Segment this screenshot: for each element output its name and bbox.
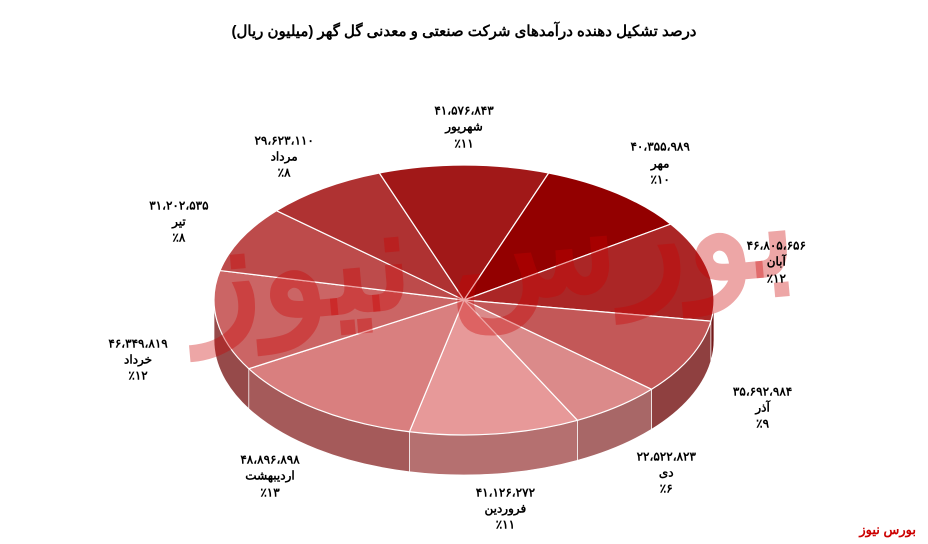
slice-label: ۴۶،۳۴۹،۸۱۹ خرداد ٪۱۲ [108,336,167,385]
pie-chart: بورس نیوز ۴۱،۱۲۶،۲۷۲فروردین٪۱۱۴۸،۸۹۶،۸۹۸… [0,60,928,500]
chart-title: درصد تشکیل دهنده درآمدهای شرکت صنعتی و م… [0,22,928,40]
slice-value: ۲۹،۶۲۳،۱۱۰ [254,134,313,148]
slice-value: ۴۶،۳۴۹،۸۱۹ [108,337,167,351]
slice-label: ۴۱،۵۷۶،۸۴۳ شهریور ٪۱۱ [434,103,493,152]
slice-month: فروردین [484,502,526,516]
slice-label: ۴۶،۸۰۵،۶۵۶ آبان ٪۱۲ [747,238,806,287]
slice-label: ۴۱،۱۲۶،۲۷۲ فروردین ٪۱۱ [476,485,535,534]
slice-value: ۴۶،۸۰۵،۶۵۶ [747,239,806,253]
slice-month: شهریور [445,120,483,134]
slice-pct: ٪۸ [278,166,291,180]
slice-value: ۳۱،۲۰۲،۵۳۵ [149,198,208,212]
slice-pct: ٪۱۲ [128,369,147,383]
slice-label: ۴۸،۸۹۶،۸۹۸ اردیبهشت ٪۱۳ [240,452,299,501]
slice-pct: ٪۸ [172,231,185,245]
slice-value: ۲۲،۵۲۲،۸۲۳ [637,450,696,464]
slice-month: خرداد [124,353,152,367]
slice-pct: ٪۱۱ [454,136,473,150]
slice-pct: ٪۶ [660,482,673,496]
slice-pct: ٪۱۳ [260,485,279,499]
slice-label: ۳۵،۶۹۲،۹۸۴ آذر ٪۹ [733,384,792,433]
slice-month: آبان [767,255,786,269]
slice-label: ۴۰،۳۵۵،۹۸۹ مهر ٪۱۰ [630,139,689,188]
slice-month: مرداد [271,150,298,164]
slice-value: ۴۰،۳۵۵،۹۸۹ [630,140,689,154]
slice-month: تیر [172,214,186,228]
slice-value: ۴۸،۸۹۶،۸۹۸ [240,453,299,467]
slice-value: ۳۵،۶۹۲،۹۸۴ [733,385,792,399]
slice-label: ۳۱،۲۰۲،۵۳۵ تیر ٪۸ [149,197,208,246]
slice-label: ۲۹،۶۲۳،۱۱۰ مرداد ٪۸ [254,133,313,182]
slice-month: دی [659,466,674,480]
slice-pct: ٪۱۱ [496,518,515,532]
footer-credit: بورس نیوز [859,522,916,538]
slice-month: مهر [651,156,670,170]
slice-pct: ٪۹ [756,417,769,431]
slice-pct: ٪۱۲ [767,271,786,285]
slice-pct: ٪۱۰ [650,173,669,187]
slice-month: اردیبهشت [245,469,294,483]
slice-value: ۴۱،۱۲۶،۲۷۲ [476,486,535,500]
slice-label: ۲۲،۵۲۲،۸۲۳ دی ٪۶ [637,449,696,498]
slice-value: ۴۱،۵۷۶،۸۴۳ [434,104,493,118]
slice-month: آذر [755,401,769,415]
